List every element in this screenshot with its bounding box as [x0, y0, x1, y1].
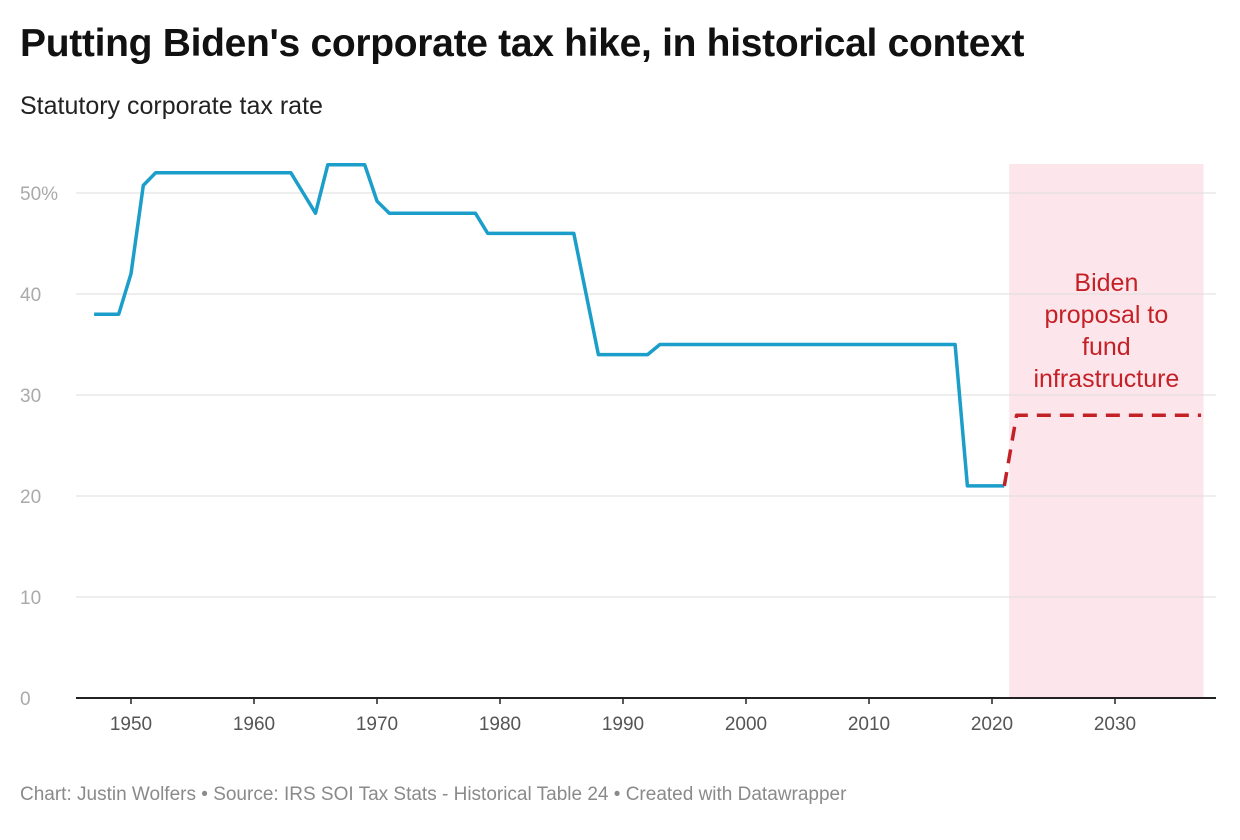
y-tick-label: 40	[20, 285, 41, 306]
annotation-layer: Biden proposal to fund infrastructure	[1033, 269, 1179, 393]
proposal-highlight-band	[1009, 164, 1204, 698]
y-tick-label: 10	[20, 588, 41, 609]
chart-subtitle: Statutory corporate tax rate	[20, 92, 323, 120]
x-tick-label: 1970	[356, 714, 398, 735]
proposal-annotation-line: fund	[1082, 333, 1131, 361]
x-tick-label: 2030	[1094, 714, 1136, 735]
proposed-tax-rate-line	[1002, 413, 1202, 487]
x-tick-label: 2000	[725, 714, 767, 735]
x-tick-label: 2010	[848, 714, 890, 735]
x-tick-layer: 1950 1960 1970 1980 1990 2000 2010 2020 2030	[110, 698, 1136, 735]
x-tick-label: 1960	[233, 714, 275, 735]
grid-layer	[76, 192, 1216, 699]
proposal-annotation-line: infrastructure	[1033, 365, 1179, 393]
y-tick-label: 0	[20, 689, 31, 710]
x-tick-label: 1980	[479, 714, 521, 735]
y-tick-label: 30	[20, 386, 41, 407]
y-tick-label: 20	[20, 487, 41, 508]
x-tick-label: 1950	[110, 714, 152, 735]
historical-tax-rate-line	[94, 162, 1005, 488]
proposal-annotation-line: proposal to	[1045, 301, 1169, 329]
proposal-band-layer	[1009, 164, 1204, 698]
y-tick-layer: 0 10 20 30 40 50%	[20, 184, 58, 710]
y-tick-label: 50%	[20, 184, 58, 205]
x-tick-label: 1990	[602, 714, 644, 735]
chart-credit: Chart: Justin Wolfers • Source: IRS SOI …	[20, 784, 847, 805]
chart-title: Putting Biden's corporate tax hike, in h…	[20, 22, 1025, 65]
x-tick-label: 2020	[971, 714, 1013, 735]
proposal-annotation-line: Biden	[1074, 269, 1138, 297]
series-layer	[94, 162, 1202, 488]
